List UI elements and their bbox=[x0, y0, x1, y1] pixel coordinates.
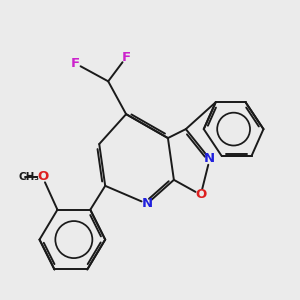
Text: O: O bbox=[195, 188, 206, 201]
Text: CH₃: CH₃ bbox=[19, 172, 40, 182]
Text: N: N bbox=[204, 152, 215, 166]
Text: F: F bbox=[71, 57, 80, 70]
Text: N: N bbox=[142, 197, 153, 210]
Text: O: O bbox=[37, 170, 48, 183]
Text: F: F bbox=[122, 51, 131, 64]
